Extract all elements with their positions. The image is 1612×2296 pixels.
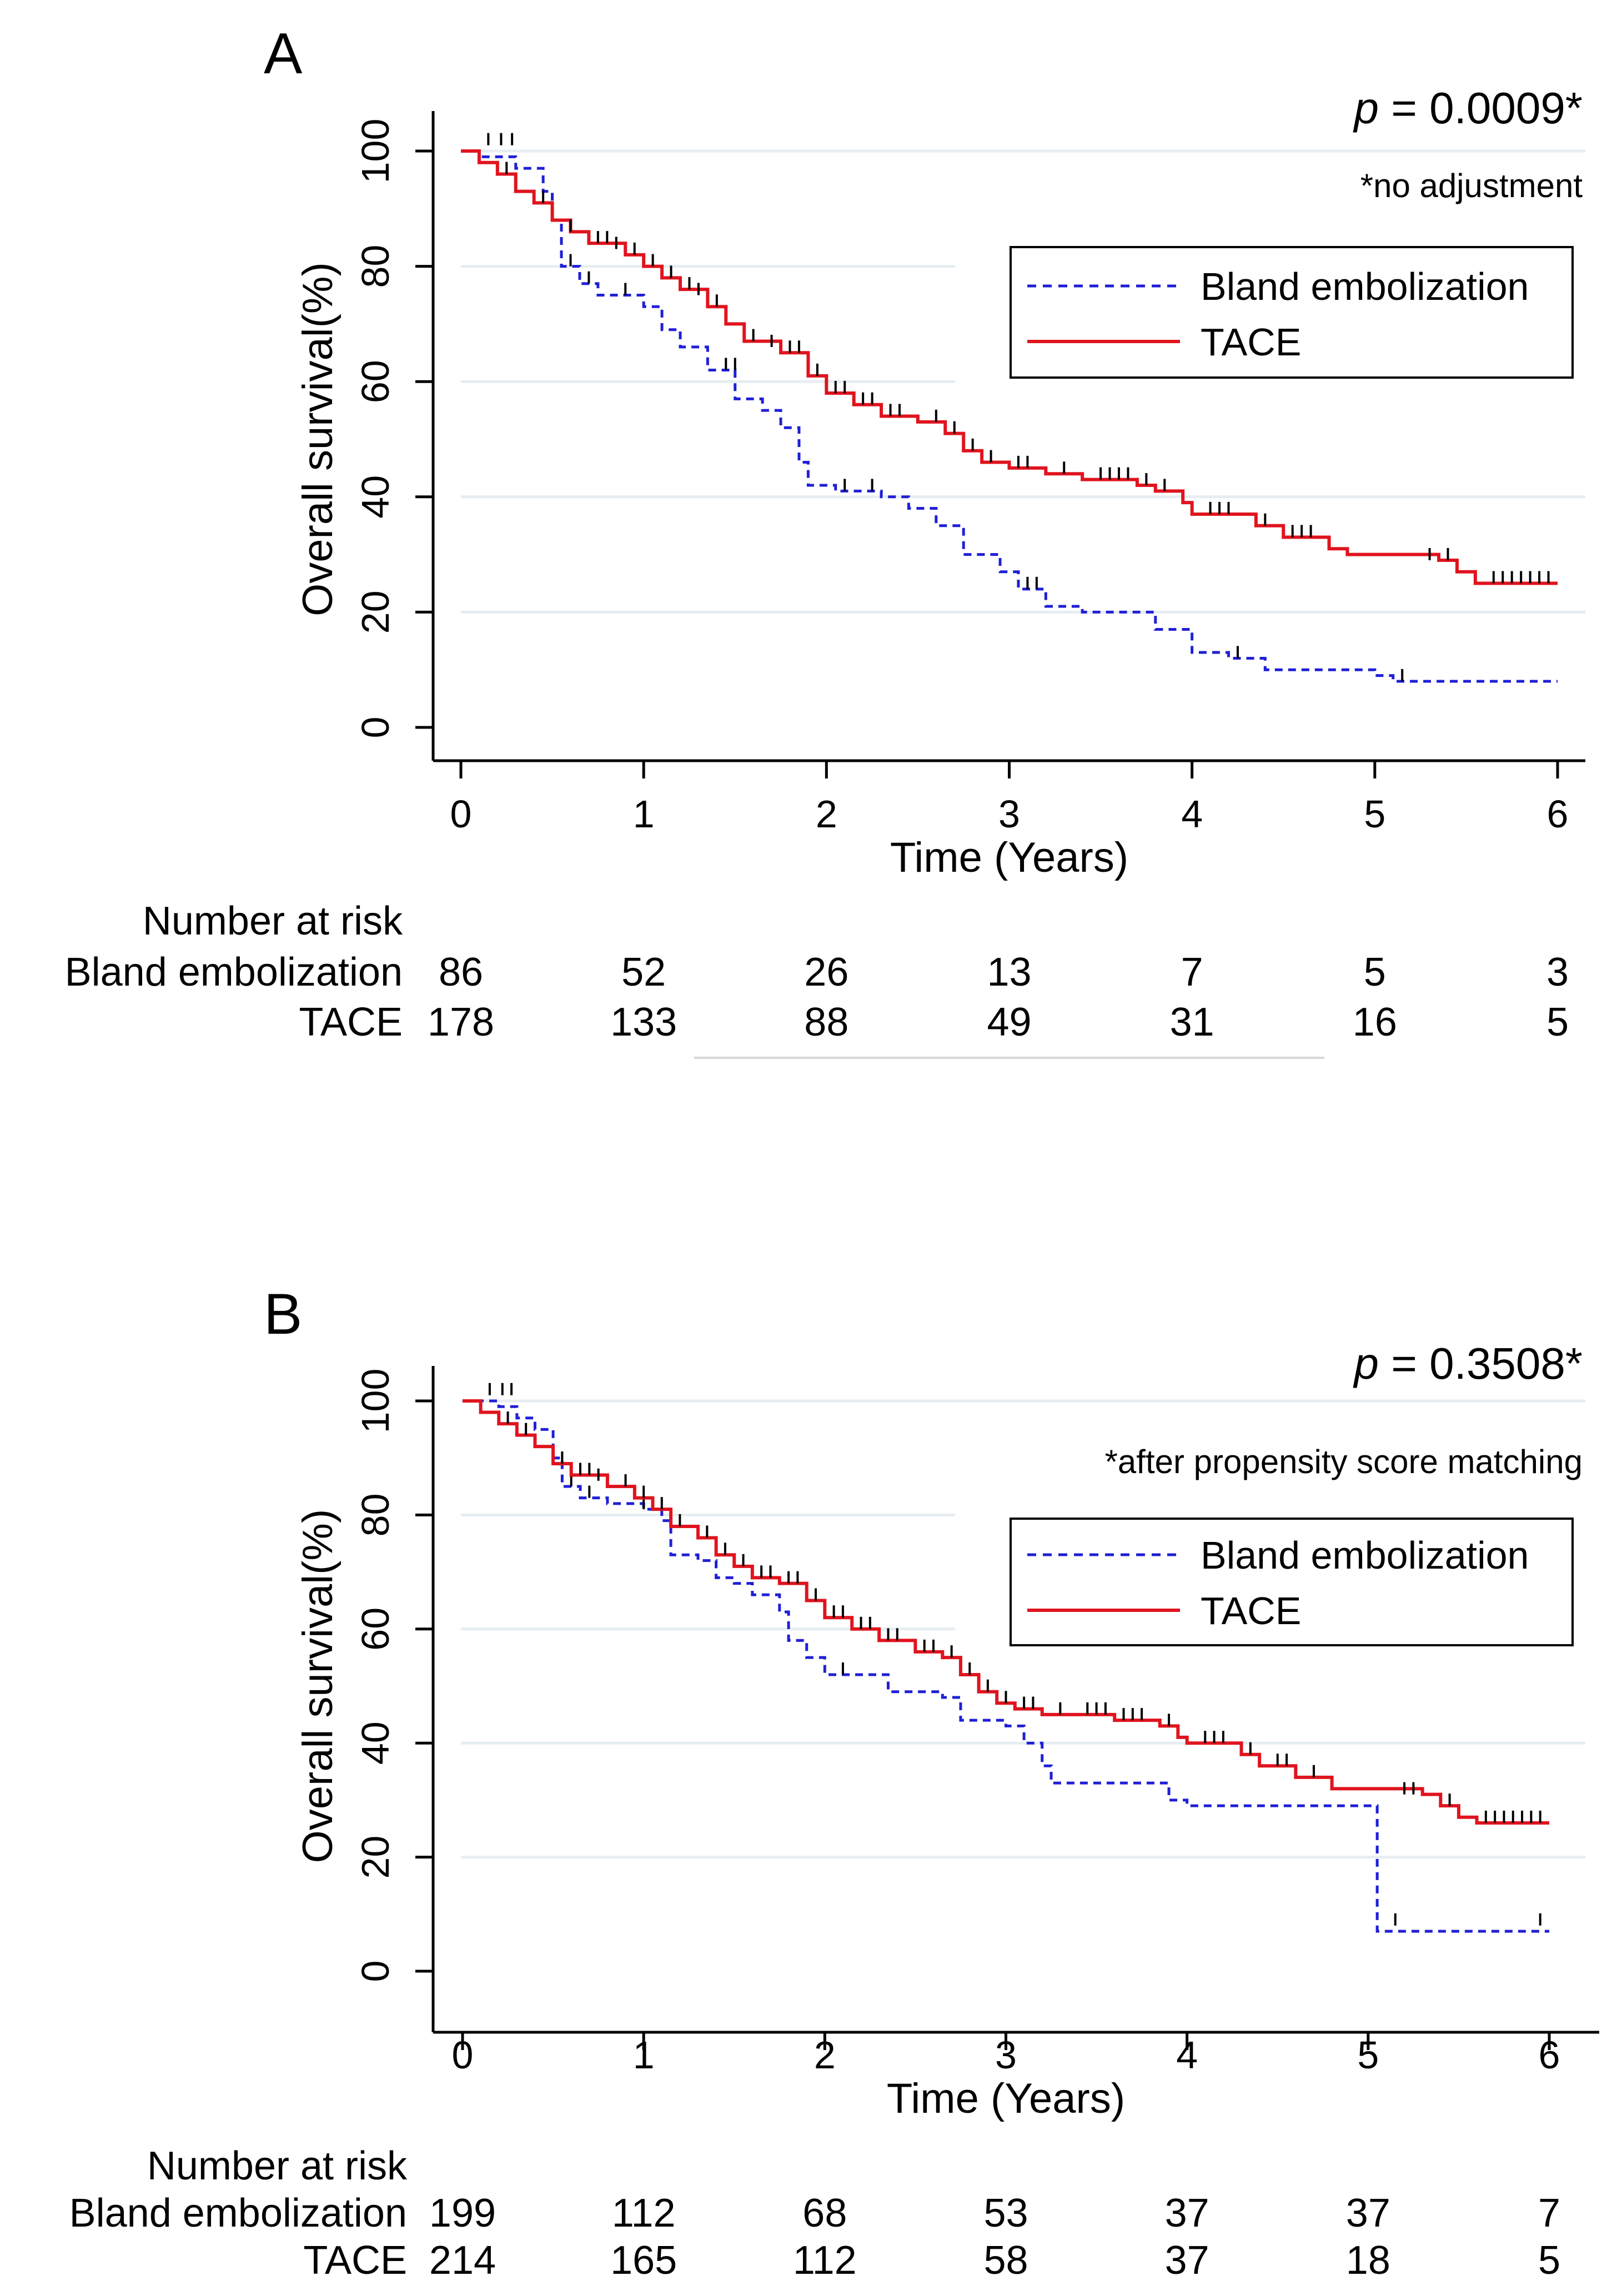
risk-table-header: Number at risk [143,899,403,943]
panel-label: A [264,22,303,86]
risk-table: Number at risk Bland embolization TACE 1… [69,2144,1560,2283]
risk-label-tace: TACE [303,2238,407,2283]
survival-curve-tace [461,149,1558,585]
risk-count: 37 [1165,2238,1209,2283]
y-tick-label: 0 [354,717,397,738]
p-value-text: = 0.3508* [1379,1339,1583,1388]
p-symbol: p [1353,1339,1379,1388]
risk-table-header: Number at risk [147,2144,408,2188]
adjustment-note: *after propensity score matching [1105,1443,1583,1480]
x-tick-label: 1 [633,792,655,836]
legend: Bland embolization TACE [1010,1518,1574,1646]
panel-b: 0 20 40 60 80 100 0 1 2 3 4 5 6 Time (Years) Overall s… [69,1282,1599,2283]
x-tick-label: 3 [995,2033,1017,2077]
legend-label-bland: Bland embolization [1201,265,1529,308]
risk-count: 13 [987,950,1031,994]
panel-label: B [264,1282,302,1347]
x-tick-label: 0 [450,792,472,836]
x-tick-label: 2 [816,792,837,836]
risk-count: 165 [610,2238,677,2283]
legend-box [1010,1518,1574,1646]
y-tick-label: 20 [354,1836,397,1879]
risk-count: 37 [1165,2191,1209,2235]
risk-label-bland: Bland embolization [65,950,403,994]
risk-count: 133 [610,1000,677,1044]
risk-count: 37 [1346,2191,1390,2235]
y-tick-label: 80 [354,1493,397,1536]
risk-count: 16 [1353,1000,1397,1044]
x-tick-label: 3 [998,792,1020,836]
x-tick-label: 1 [633,2033,655,2077]
risk-count: 86 [439,950,483,994]
legend-box [1010,246,1574,379]
risk-count: 112 [793,2238,857,2283]
risk-count: 52 [621,950,666,994]
risk-count: 49 [987,1000,1031,1044]
y-tick-label: 40 [354,1721,397,1765]
y-tick-label: 100 [354,1369,397,1434]
y-tick-label: 60 [354,360,397,403]
risk-count: 7 [1181,950,1203,994]
x-tick-label: 5 [1364,792,1385,836]
risk-count: 7 [1538,2191,1560,2235]
risk-count: 3 [1546,950,1569,994]
survival-curve-bland [461,149,1558,683]
p-value-text: = 0.0009* [1379,83,1583,133]
survival-curve-bland [463,1399,1549,1933]
y-tick-label: 40 [354,475,397,519]
risk-count: 178 [428,1000,494,1044]
risk-count: 5 [1546,1000,1569,1044]
x-tick-label: 6 [1539,2033,1560,2077]
risk-count: 199 [429,2191,496,2235]
risk-count: 88 [804,1000,848,1044]
risk-count: 58 [983,2238,1028,2283]
p-value: p = 0.0009* [1353,83,1583,133]
legend-label-tace: TACE [1201,1589,1302,1632]
risk-count: 31 [1170,1000,1214,1044]
risk-label-tace: TACE [299,1000,403,1044]
y-axis-label: Overall survival(%) [294,1509,342,1863]
p-symbol: p [1353,83,1379,133]
y-tick-label: 80 [354,245,397,288]
y-tick-label: 100 [354,119,397,184]
x-axis-label: Time (Years) [887,2075,1125,2122]
p-value: p = 0.3508* [1353,1339,1583,1388]
x-tick-label: 0 [452,2033,474,2077]
risk-count: 26 [804,950,848,994]
risk-count: 214 [429,2238,496,2283]
x-tick-label: 2 [814,2033,836,2077]
risk-table: Number at risk Bland embolization TACE 8… [65,899,1569,1044]
legend-label-tace: TACE [1201,320,1302,364]
risk-count: 53 [983,2191,1028,2235]
x-tick-label: 6 [1547,792,1569,836]
y-tick-label: 60 [354,1607,397,1651]
risk-count: 112 [612,2191,676,2235]
legend: Bland embolization TACE [1010,246,1574,379]
risk-label-bland: Bland embolization [69,2191,407,2235]
y-axis-label: Overall survival(%) [294,262,342,616]
adjustment-note: *no adjustment [1360,167,1583,204]
risk-count: 18 [1346,2238,1390,2283]
x-tick-label: 4 [1176,2033,1198,2077]
panel-a: 0 20 40 60 80 100 0 1 2 3 4 5 6 Time (Years) Overall s… [65,22,1585,1059]
survival-curve-tace [463,1399,1549,1825]
y-tick-label: 0 [354,1961,397,1982]
risk-count: 5 [1364,950,1386,994]
risk-count: 5 [1538,2238,1560,2283]
risk-count: 68 [802,2191,847,2235]
x-axis-label: Time (Years) [890,834,1128,881]
x-tick-label: 4 [1181,792,1203,836]
y-tick-label: 20 [354,590,397,634]
legend-label-bland: Bland embolization [1201,1534,1529,1577]
x-tick-label: 5 [1357,2033,1379,2077]
